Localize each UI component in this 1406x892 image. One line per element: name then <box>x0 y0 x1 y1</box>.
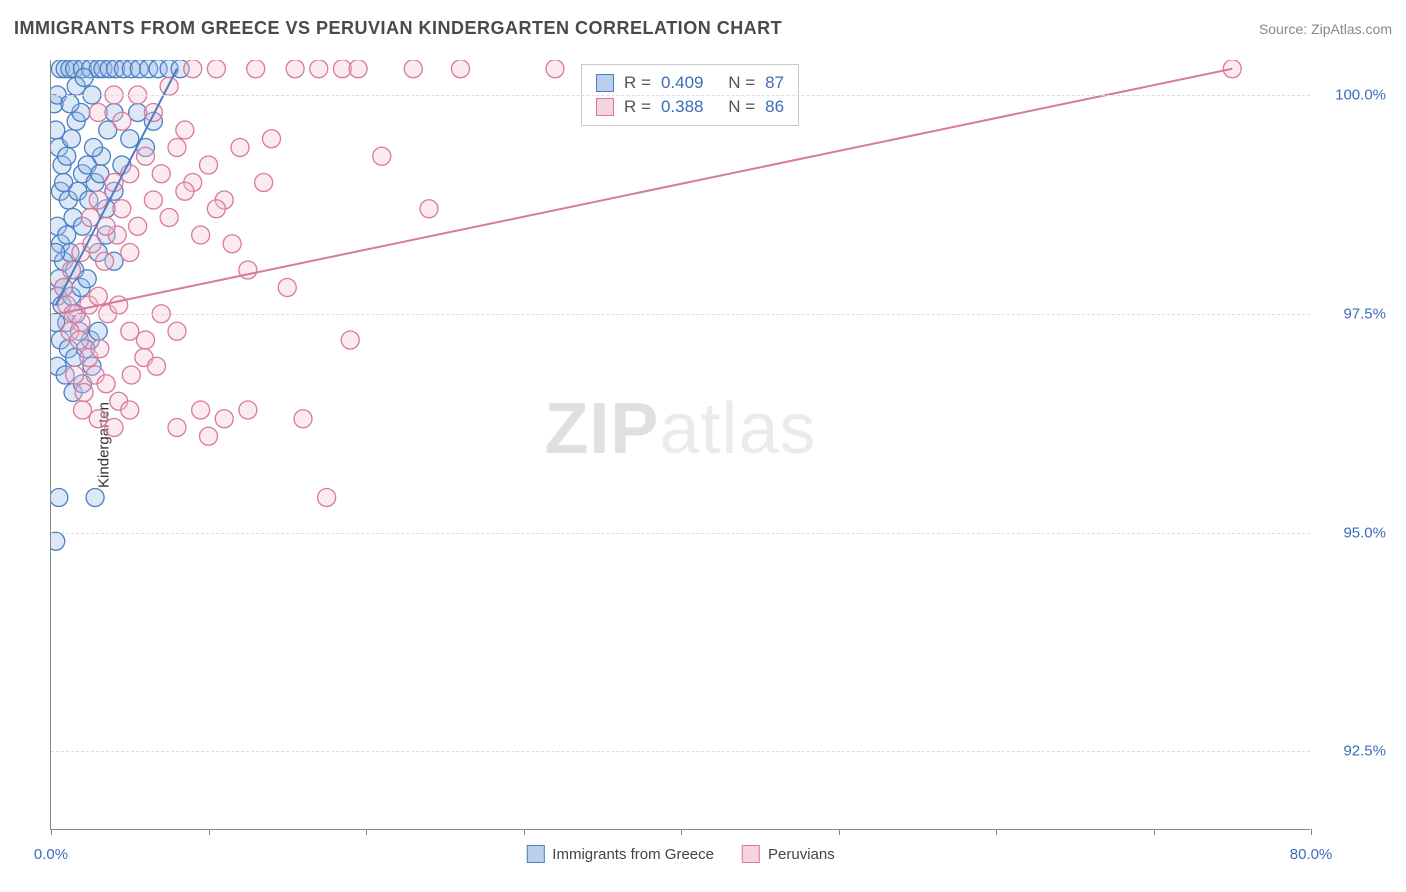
stats-R-label: R = <box>624 73 651 93</box>
ytick-label: 95.0% <box>1343 524 1386 541</box>
chart-svg <box>51 60 1311 830</box>
stats-swatch-1 <box>596 98 614 116</box>
xtick-label: 0.0% <box>34 846 68 863</box>
stats-R-label: R = <box>624 97 651 117</box>
legend-label-0: Immigrants from Greece <box>552 846 714 863</box>
gridline <box>51 751 1310 752</box>
gridline <box>51 95 1310 96</box>
legend-bottom: Immigrants from Greece Peruvians <box>526 845 834 863</box>
xtick <box>996 829 997 835</box>
xtick <box>839 829 840 835</box>
stats-N-0: 87 <box>765 73 784 93</box>
ytick-label: 100.0% <box>1335 87 1386 104</box>
gridline <box>51 314 1310 315</box>
legend-swatch-1 <box>742 845 760 863</box>
xtick <box>51 829 52 835</box>
xtick <box>209 829 210 835</box>
source-label: Source: ZipAtlas.com <box>1259 21 1392 37</box>
gridline <box>51 533 1310 534</box>
xtick <box>681 829 682 835</box>
ytick-label: 92.5% <box>1343 743 1386 760</box>
stats-R-0: 0.409 <box>661 73 704 93</box>
ytick-label: 97.5% <box>1343 305 1386 322</box>
xtick <box>524 829 525 835</box>
stats-row-1: R = 0.388 N = 86 <box>596 95 784 119</box>
legend-item-0: Immigrants from Greece <box>526 845 714 863</box>
legend-swatch-0 <box>526 845 544 863</box>
legend-item-1: Peruvians <box>742 845 835 863</box>
plot-area: Kindergarten ZIPatlas R = 0.409 N = 87 R… <box>50 60 1310 830</box>
stats-row-0: R = 0.409 N = 87 <box>596 71 784 95</box>
stats-N-label: N = <box>728 73 755 93</box>
legend-label-1: Peruvians <box>768 846 835 863</box>
chart-title: IMMIGRANTS FROM GREECE VS PERUVIAN KINDE… <box>14 18 782 39</box>
xtick <box>366 829 367 835</box>
stats-N-label: N = <box>728 97 755 117</box>
stats-swatch-0 <box>596 74 614 92</box>
stats-R-1: 0.388 <box>661 97 704 117</box>
chart-header: IMMIGRANTS FROM GREECE VS PERUVIAN KINDE… <box>14 18 1392 39</box>
xtick <box>1154 829 1155 835</box>
xtick <box>1311 829 1312 835</box>
stats-N-1: 86 <box>765 97 784 117</box>
xtick-label: 80.0% <box>1290 846 1333 863</box>
